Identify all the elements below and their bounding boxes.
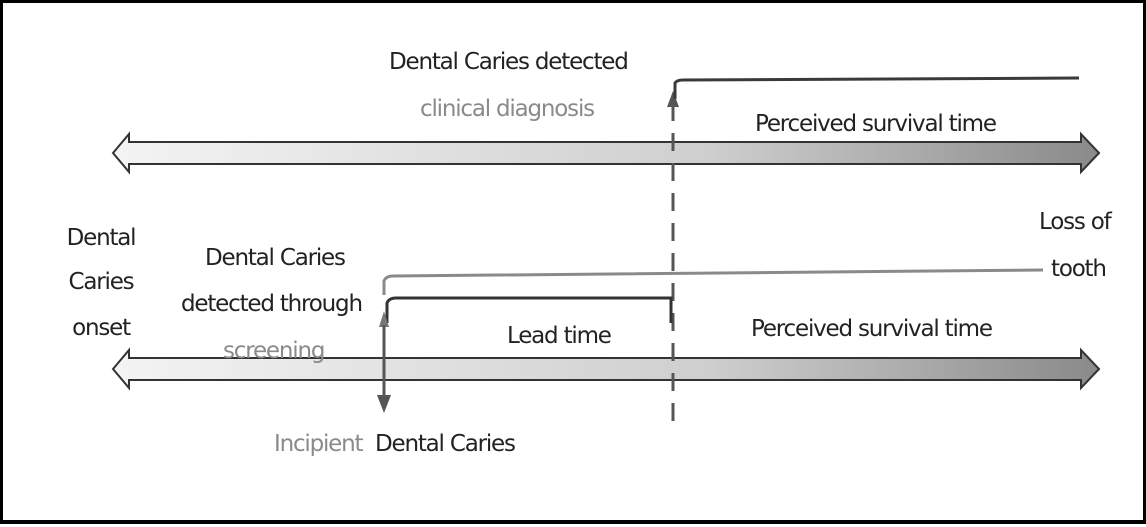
onset-label-line1: Dental [66, 225, 137, 251]
loss-of-tooth-label-line2: tooth [1051, 256, 1107, 282]
screening-detected-label-line2: detected through [181, 291, 363, 317]
loss-of-tooth-label-line1: Loss of [1039, 209, 1112, 235]
lead-time-bracket [385, 296, 673, 323]
lead-time-label: Lead time [507, 323, 612, 349]
incipient-label: Incipient [274, 431, 364, 457]
incipient-dental-caries-label: Dental Caries [375, 431, 516, 457]
onset-label-line3: onset [72, 315, 131, 341]
onset-label-line2: Caries [68, 269, 135, 295]
clinical-diagnosis-arrowhead [667, 91, 679, 107]
screening-timeline-diagram [111, 76, 1101, 431]
top-timeline-arrow [111, 131, 1101, 175]
screening-label: screening [223, 338, 325, 364]
incipient-down-arrowhead [377, 395, 391, 413]
dental-caries-detected-label: Dental Caries detected [389, 49, 629, 75]
top-survival-bracket [673, 76, 1080, 99]
perceived-survival-bottom-label: Perceived survival time [751, 316, 993, 342]
clinical-diagnosis-label: clinical diagnosis [420, 96, 595, 122]
screening-detected-label-line1: Dental Caries [205, 245, 346, 271]
bottom-timeline-arrow [111, 347, 1101, 391]
screening-to-loss-bracket [382, 268, 1044, 295]
perceived-survival-top-label: Perceived survival time [755, 111, 997, 137]
screening-arrowhead [379, 311, 389, 327]
